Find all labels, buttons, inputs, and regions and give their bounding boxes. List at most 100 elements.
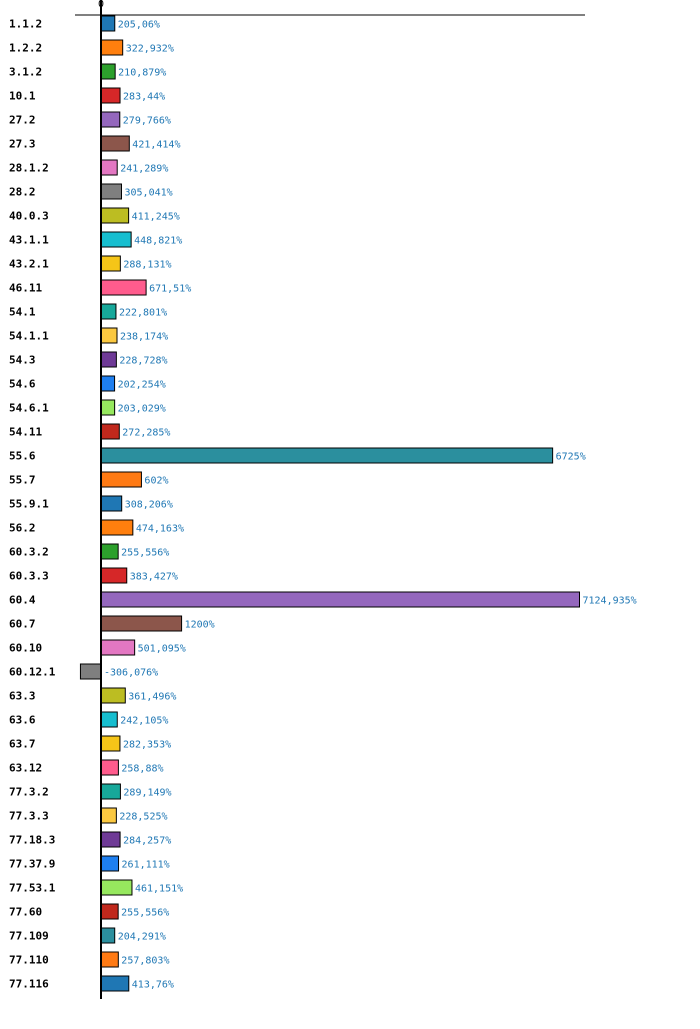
category-label: 43.2.1	[9, 258, 49, 271]
category-label: 54.1	[9, 306, 36, 319]
category-label: 46.11	[9, 282, 42, 295]
bar-10-1	[100, 87, 121, 104]
category-label: 28.2	[9, 186, 36, 199]
category-label: 77.53.1	[9, 882, 56, 895]
category-labels: 1.1.2 1.2.2 3.1.2 10.1 27.2 27.3 28.1.2 28.2 40.…	[9, 18, 56, 991]
bar-77-3-2	[100, 783, 121, 800]
bar-77-109	[100, 927, 116, 944]
value-label: 602%	[144, 476, 168, 487]
value-label: 279,766%	[123, 116, 171, 127]
value-label: -306,076%	[104, 668, 158, 679]
bar-1-1-2	[100, 15, 116, 32]
value-label: 282,353%	[123, 740, 171, 751]
bar-60-12-1	[79, 663, 102, 680]
category-label: 27.2	[9, 114, 36, 127]
value-label: 461,151%	[135, 884, 183, 895]
bar-55-6	[100, 447, 554, 464]
category-label: 54.3	[9, 354, 36, 367]
value-label: 671,51%	[149, 284, 191, 295]
value-labels: 205,06% 322,932% 210,879% 283,44% 279,766% 42…	[104, 20, 637, 991]
bars-group	[79, 15, 580, 992]
value-label: 448,821%	[134, 236, 182, 247]
bar-54-1	[100, 303, 117, 320]
value-label: 305,041%	[124, 188, 172, 199]
bar-28-2	[100, 183, 122, 200]
value-label: 474,163%	[136, 524, 184, 535]
category-label: 77.110	[9, 954, 49, 967]
category-label: 77.116	[9, 978, 49, 991]
category-label: 55.7	[9, 474, 36, 487]
bar-55-9-1	[100, 495, 123, 512]
category-label: 77.3.3	[9, 810, 49, 823]
category-label: 3.1.2	[9, 66, 42, 79]
value-label: 228,525%	[119, 812, 167, 823]
value-label: 411,245%	[132, 212, 180, 223]
value-label: 284,257%	[123, 836, 171, 847]
value-label: 205,06%	[118, 20, 160, 31]
value-label: 210,879%	[118, 68, 166, 79]
value-label: 241,289%	[120, 164, 168, 175]
bar-60-10	[100, 639, 136, 656]
bar-77-116	[100, 975, 130, 992]
category-label: 63.12	[9, 762, 42, 775]
value-label: 261,111%	[122, 860, 170, 871]
value-label: 1200%	[185, 620, 215, 631]
category-label: 60.3.2	[9, 546, 49, 559]
category-label: 60.4	[9, 594, 36, 607]
bar-27-2	[100, 111, 121, 128]
bar-63-7	[100, 735, 121, 752]
value-label: 6725%	[556, 452, 586, 463]
bar-54-6-1	[100, 399, 116, 416]
category-label: 77.109	[9, 930, 49, 943]
category-label: 77.37.9	[9, 858, 55, 871]
bar-43-1-1	[100, 231, 132, 248]
category-label: 60.3.3	[9, 570, 49, 583]
category-label: 54.6	[9, 378, 36, 391]
bar-63-3	[100, 687, 126, 704]
category-label: 56.2	[9, 522, 36, 535]
bar-60-3-3	[100, 567, 128, 584]
category-label: 77.3.2	[9, 786, 49, 799]
value-label: 255,556%	[121, 908, 169, 919]
value-label: 203,029%	[118, 404, 166, 415]
value-label: 322,932%	[126, 44, 174, 55]
bar-40-0-3	[100, 207, 130, 224]
category-label: 1.2.2	[9, 42, 42, 55]
category-label: 28.1.2	[9, 162, 49, 175]
value-label: 204,291%	[118, 932, 166, 943]
category-label: 63.3	[9, 690, 36, 703]
value-label: 283,44%	[123, 92, 165, 103]
bar-56-2	[100, 519, 134, 536]
category-label: 60.7	[9, 618, 36, 631]
category-label: 77.60	[9, 906, 42, 919]
category-label: 54.6.1	[9, 402, 49, 415]
value-label: 257,803%	[121, 956, 169, 967]
bar-1-2-2	[100, 39, 124, 56]
bar-54-1-1	[100, 327, 118, 344]
bar-77-60	[100, 903, 119, 920]
bar-77-53-1	[100, 879, 133, 896]
category-label: 63.7	[9, 738, 36, 751]
bar-60-3-2	[100, 543, 119, 560]
value-label: 289,149%	[123, 788, 171, 799]
value-label: 308,206%	[125, 500, 173, 511]
bar-27-3	[100, 135, 130, 152]
bar-77-18-3	[100, 831, 121, 848]
value-label: 222,801%	[119, 308, 167, 319]
category-label: 77.18.3	[9, 834, 55, 847]
value-label: 361,496%	[128, 692, 176, 703]
value-label: 383,427%	[130, 572, 178, 583]
bar-55-7	[100, 471, 142, 488]
value-label: 288,131%	[123, 260, 171, 271]
value-label: 228,728%	[119, 356, 167, 367]
bar-77-3-3	[100, 807, 117, 824]
category-label: 55.6	[9, 450, 36, 463]
value-label: 421,414%	[132, 140, 180, 151]
category-label: 63.6	[9, 714, 36, 727]
category-label: 40.0.3	[9, 210, 49, 223]
bar-43-2-1	[100, 255, 121, 272]
bar-3-1-2	[100, 63, 116, 80]
bar-54-6	[100, 375, 116, 392]
value-label: 258,88%	[121, 764, 163, 775]
